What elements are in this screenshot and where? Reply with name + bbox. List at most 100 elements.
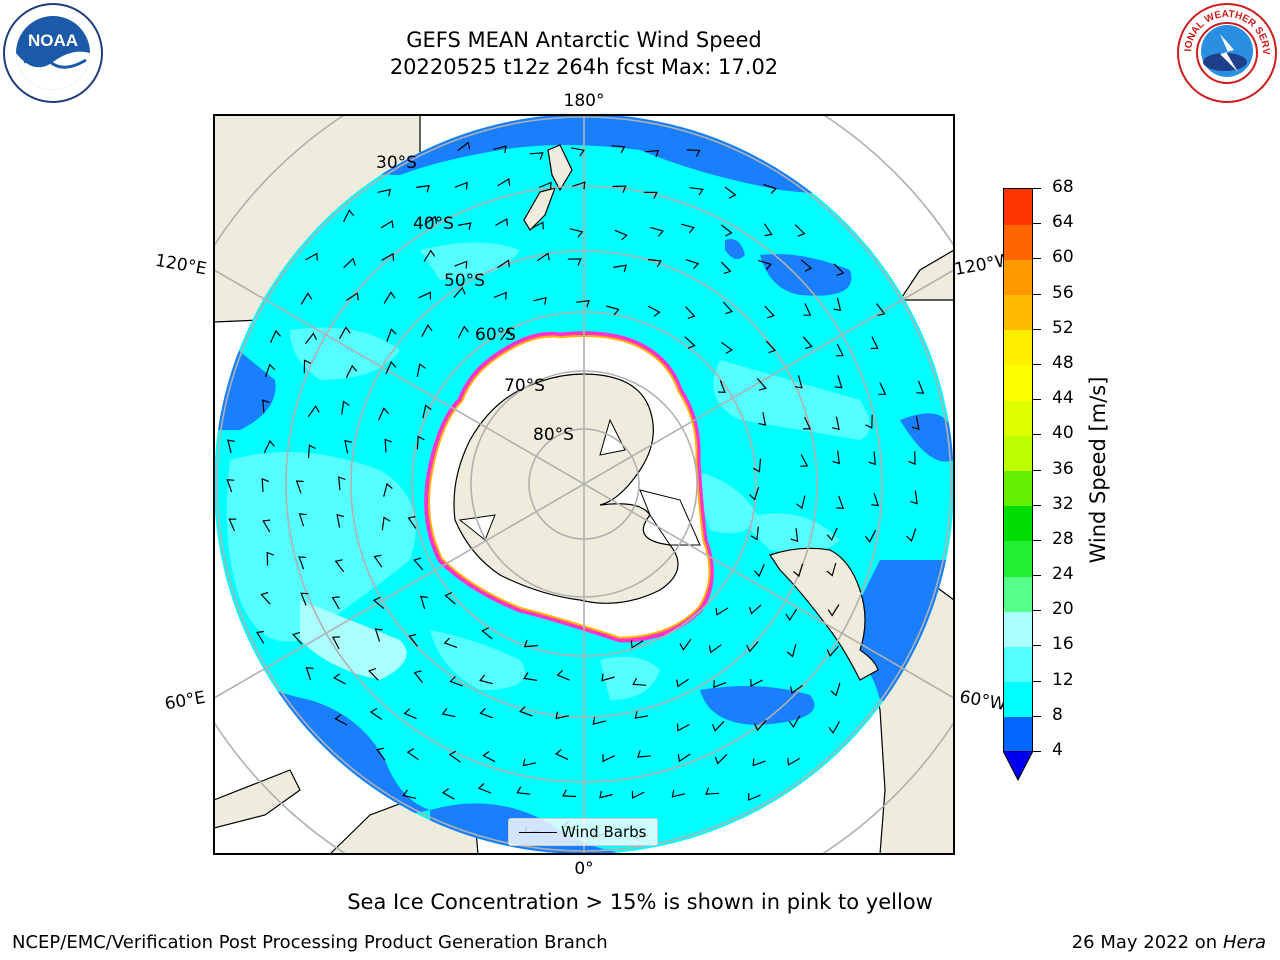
wind-barb bbox=[749, 486, 760, 501]
wind-barb bbox=[531, 221, 544, 230]
wind-barb bbox=[453, 286, 466, 299]
colorbar-tick-mark bbox=[1033, 434, 1041, 436]
wind-barb bbox=[338, 476, 346, 491]
wind-barb bbox=[685, 259, 700, 270]
wind-barb bbox=[803, 303, 812, 316]
wind-barb bbox=[790, 684, 803, 695]
wind-barb bbox=[421, 324, 433, 337]
wind-barb bbox=[443, 637, 458, 648]
map-title: GEFS MEAN Antarctic Wind Speed bbox=[406, 28, 762, 52]
wind-barb bbox=[754, 719, 767, 732]
wind-barb bbox=[523, 672, 538, 681]
wind-barb bbox=[519, 706, 533, 717]
wind-barb bbox=[305, 252, 318, 261]
wind-barb bbox=[305, 666, 314, 681]
wind-barb bbox=[420, 595, 428, 610]
wind-barb bbox=[406, 748, 419, 761]
wind-barb bbox=[599, 790, 613, 799]
wind-barb bbox=[864, 529, 877, 543]
wind-barb bbox=[380, 220, 394, 229]
wind-barb bbox=[556, 669, 570, 681]
colorbar-segment bbox=[1004, 646, 1032, 683]
wind-barb bbox=[785, 608, 798, 622]
wind-barb bbox=[679, 638, 692, 651]
colorbar-segment bbox=[1004, 540, 1032, 577]
wind-barb bbox=[601, 673, 615, 682]
wind-barb bbox=[714, 753, 728, 765]
wind-barb bbox=[786, 643, 797, 658]
wind-barb bbox=[256, 630, 265, 644]
colorbar-tick-mark bbox=[1033, 504, 1041, 506]
wind-barb bbox=[381, 516, 391, 531]
wind-barb bbox=[570, 147, 585, 157]
wind-barb bbox=[562, 789, 577, 798]
lat-label-50s: 50°S bbox=[444, 271, 485, 291]
wind-barb bbox=[346, 292, 359, 301]
wind-barb bbox=[493, 291, 507, 300]
graticule bbox=[214, 115, 954, 854]
colorbar-segment bbox=[1004, 716, 1032, 753]
wind-barb bbox=[606, 305, 620, 316]
wind-barb bbox=[752, 758, 766, 767]
wind-barb bbox=[908, 451, 916, 466]
colorbar-segment bbox=[1004, 294, 1032, 331]
colorbar-tick-label: 28 bbox=[1052, 528, 1074, 549]
wind-barb bbox=[681, 223, 695, 234]
wind-barb bbox=[876, 303, 886, 316]
wind-barb bbox=[479, 707, 493, 719]
colorbar-tick-label: 44 bbox=[1052, 388, 1074, 409]
wind-barb-legend-label: Wind Barbs bbox=[561, 823, 647, 841]
map-frame bbox=[213, 114, 955, 855]
wind-barb bbox=[834, 375, 843, 389]
wind-barb bbox=[381, 252, 395, 261]
colorbar-tick-label: 56 bbox=[1052, 282, 1074, 303]
wind-barb bbox=[750, 526, 759, 541]
wind-barb bbox=[592, 717, 607, 725]
wind-barb bbox=[343, 257, 356, 269]
wind-barb bbox=[708, 644, 722, 654]
wind-barb bbox=[423, 249, 436, 262]
colorbar-segment bbox=[1004, 364, 1032, 401]
date-credit: 26 May 2022 on Hera bbox=[1072, 932, 1266, 953]
wind-barb bbox=[724, 186, 737, 199]
wind-barb bbox=[689, 187, 704, 196]
wind-barb bbox=[647, 258, 662, 268]
wind-barb bbox=[756, 378, 767, 391]
wind-barb bbox=[790, 528, 799, 543]
colorbar-tick-label: 20 bbox=[1052, 599, 1074, 620]
colorbar-segment bbox=[1004, 576, 1032, 612]
wind-barb bbox=[227, 439, 235, 453]
lon-label-180: 180° bbox=[564, 91, 605, 111]
wind-barb bbox=[602, 754, 616, 763]
colorbar-tick-label: 8 bbox=[1052, 704, 1063, 725]
wind-barb bbox=[345, 364, 358, 378]
wind-barb bbox=[871, 493, 880, 507]
wind-barb bbox=[720, 261, 732, 275]
wind-barb bbox=[720, 224, 733, 237]
wind-barb bbox=[750, 678, 763, 687]
wind-barb bbox=[720, 341, 734, 354]
colorbar-segment bbox=[1004, 611, 1032, 647]
new-zealand-land bbox=[547, 144, 573, 192]
colorbar-tick-label: 52 bbox=[1052, 317, 1074, 338]
wind-barb bbox=[369, 707, 383, 720]
wind-barb bbox=[373, 554, 383, 568]
wind-barb bbox=[424, 215, 438, 225]
wind-barb bbox=[765, 340, 777, 354]
wind-barb bbox=[500, 328, 513, 341]
wind-barb bbox=[637, 750, 651, 758]
wind-barb bbox=[763, 183, 777, 195]
wind-barb bbox=[758, 260, 772, 270]
wind-barb bbox=[870, 336, 879, 350]
wind-barb bbox=[788, 715, 801, 729]
wind-barb bbox=[331, 636, 340, 650]
colorbar-segment bbox=[1004, 259, 1032, 296]
wind-barb bbox=[686, 149, 701, 157]
wind-barb bbox=[481, 627, 493, 640]
wind-barb bbox=[479, 674, 493, 685]
wind-barb bbox=[333, 673, 346, 685]
wind-barb bbox=[304, 332, 318, 345]
wind-barb bbox=[676, 723, 690, 732]
wind-barb bbox=[298, 556, 307, 570]
wind-barb bbox=[228, 518, 237, 532]
